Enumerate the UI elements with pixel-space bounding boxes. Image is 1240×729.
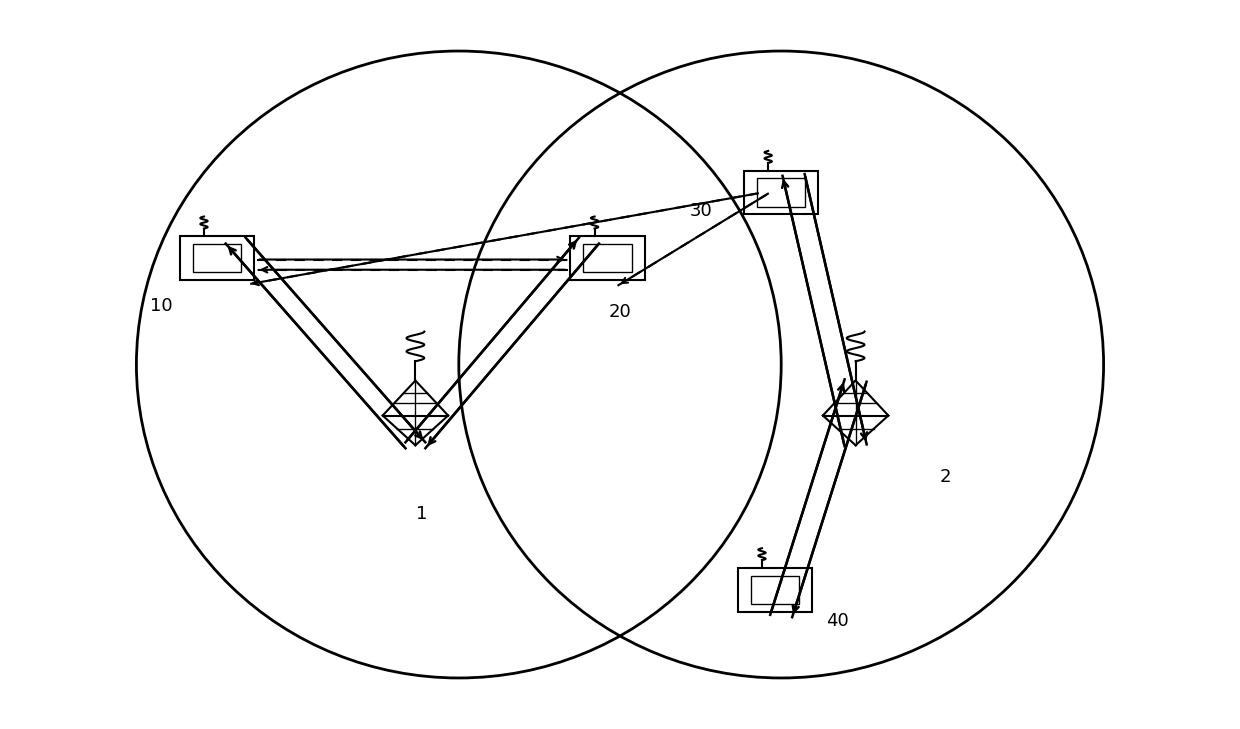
- Text: 40: 40: [826, 612, 848, 630]
- Bar: [756, 179, 805, 207]
- Bar: [570, 236, 645, 280]
- Text: 30: 30: [689, 203, 712, 220]
- Text: 1: 1: [415, 505, 428, 523]
- Bar: [180, 236, 254, 280]
- Bar: [583, 243, 631, 273]
- Bar: [750, 576, 799, 604]
- Bar: [193, 243, 241, 273]
- Text: 10: 10: [150, 297, 172, 315]
- Bar: [738, 568, 812, 612]
- Text: 20: 20: [609, 303, 631, 321]
- Text: 2: 2: [939, 469, 951, 486]
- Bar: [744, 171, 818, 214]
